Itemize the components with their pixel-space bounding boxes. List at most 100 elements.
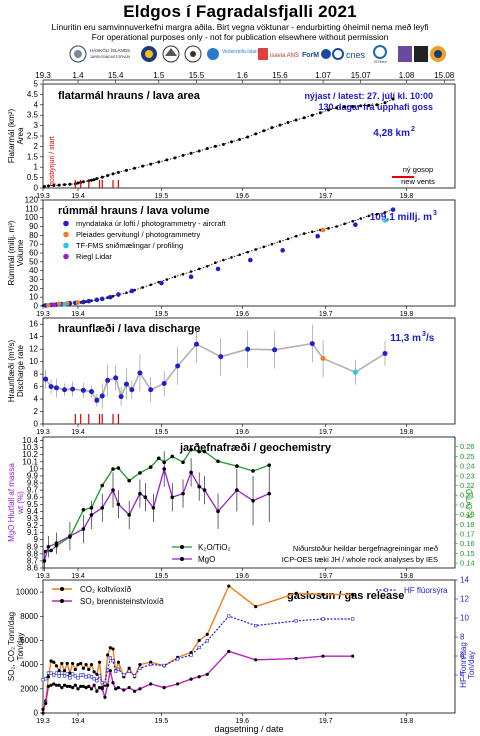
volume-line-point [181, 272, 185, 276]
discharge-point [309, 341, 315, 347]
gas-hf-point [122, 673, 126, 677]
area-point [391, 97, 395, 101]
gas-hf-legend-label: HF flúorsýra [404, 586, 448, 595]
geo-mgo-point [151, 506, 156, 510]
svg-text:JARÐVÍSINDASTOFNUN: JARÐVÍSINDASTOFNUN [90, 55, 130, 59]
gas-co2-point [57, 669, 61, 673]
gas-so2-point [149, 682, 153, 686]
discharge-point [352, 369, 358, 375]
geo-panel-ytick-label: 8.9 [27, 542, 39, 551]
area-panel-xtick-label: 19.3 [36, 193, 50, 200]
gas-co2-point [41, 711, 45, 715]
gas-so2-point [71, 686, 75, 690]
volume-line-point [222, 258, 225, 262]
volume-value-label: 109,1 millj. m [370, 212, 432, 223]
gas-panel-xtick-label: 19.4 [71, 718, 85, 725]
area-days-label: 130 dagar frá upphafi goss [318, 102, 433, 112]
gas-co2-point [111, 647, 115, 651]
volume-line-point [278, 240, 282, 243]
discharge-point [113, 375, 119, 381]
gas-so2-point [116, 686, 120, 690]
volume-title: rúmmál hrauns / lava volume [58, 205, 210, 217]
discharge-point [129, 387, 135, 393]
geo-mgo-point [170, 495, 175, 499]
gas-legend-marker [60, 587, 64, 591]
discharge-point [118, 394, 124, 400]
seal-icon-4 [398, 46, 412, 62]
geo-mgo-point [42, 559, 47, 563]
area-point [141, 164, 145, 168]
discharge-point [137, 370, 143, 376]
geo-mgo-point [68, 534, 72, 538]
area-panel-xtick-label: 19.5 [155, 193, 169, 200]
vedur-logo: Veðurstofa Íslands [207, 48, 264, 60]
gas-co2-point [60, 661, 64, 666]
gas-title: gaslosun / gas release [287, 590, 404, 602]
area-panel-ytick-label: 3.5 [27, 111, 39, 120]
gas-co2-point [92, 670, 96, 674]
gas-so2-point [65, 684, 69, 689]
discharge-panel-xtick-label: 19.7 [319, 429, 333, 436]
geo-panel-xtick-label: 19.7 [319, 573, 333, 580]
geo-right-tick-label: 0.24 [460, 462, 475, 471]
volume-line-point [294, 234, 298, 238]
volume-line-point [230, 256, 233, 259]
discharge-panel-ytick-label: 14 [29, 332, 38, 341]
volume-panel-ytick-label: 60 [29, 249, 38, 258]
gas-hf-point [73, 674, 77, 678]
volume-value-sup: 3 [433, 210, 437, 217]
discharge-value-label: 11,3 m [390, 333, 421, 344]
gas-panel-ylabel-line2: Ton/day [16, 632, 25, 660]
discharge-panel-xtick-label: 19.3 [36, 429, 50, 436]
gas-co2-point [52, 660, 56, 664]
gas-panel-ytick-label: 8000 [20, 612, 38, 621]
volume-panel-xtick-label: 19.8 [400, 311, 414, 318]
top-axis-tick-label: 15.6 [272, 71, 288, 80]
gas-so2-point [227, 649, 231, 653]
gas-hf-point [227, 614, 231, 618]
gas-right-tick-label: 6 [460, 652, 465, 661]
gas-co2-point [65, 661, 69, 666]
geo-k2o-point [127, 478, 131, 483]
vents-legend-label-is: ný gosop [403, 165, 433, 174]
geo-panel-xtick-label: 19.4 [71, 573, 85, 580]
gas-so2-point [76, 687, 80, 691]
volume-blue-point [315, 233, 320, 239]
volume-line-point [367, 214, 371, 218]
gas-so2-point [73, 683, 77, 687]
area-point [213, 144, 217, 148]
top-axis-tick-label: 15.4 [108, 71, 124, 80]
top-axis-tick-label: 19.3 [35, 71, 51, 80]
form-logo: ForM [302, 49, 331, 59]
gas-so2-point [57, 683, 61, 687]
top-axis-tick-label: 15.08 [434, 71, 455, 80]
gas-so2-point [103, 695, 107, 699]
top-axis-tick-label: 1.4 [72, 71, 84, 80]
volume-legend-marker [63, 242, 69, 249]
area-panel-ytick-label: 5 [34, 80, 39, 89]
geo-k2o-point [148, 465, 153, 469]
volume-cyan-point [382, 218, 388, 223]
geo-mgo-point [216, 509, 220, 514]
area-point [95, 177, 99, 181]
geo-mgo-point [100, 506, 105, 510]
area-point [63, 183, 67, 187]
area-point [359, 104, 363, 108]
seal-icon-3 [184, 45, 202, 63]
area-point [302, 116, 306, 120]
gas-so2-point [132, 689, 137, 693]
volume-orange-point [56, 301, 62, 307]
volume-panel-ytick-label: 30 [29, 275, 38, 284]
volume-legend-label: myndataka úr lofti / photogrammetry - ai… [76, 219, 227, 228]
area-point [326, 108, 330, 112]
discharge-title: hraunflæði / lava discharge [58, 323, 200, 335]
geo-panel-ytick-label: 10 [29, 464, 38, 473]
geo-legend-label: MgO [198, 555, 215, 564]
geo-k2o-point [202, 449, 207, 454]
geo-k2o-point [156, 456, 161, 461]
volume-blue-point [86, 298, 92, 304]
geo-right-tick-label: 0.16 [460, 539, 475, 548]
volume-panel-xtick-label: 19.6 [235, 311, 249, 318]
gas-hf-point [100, 680, 104, 685]
